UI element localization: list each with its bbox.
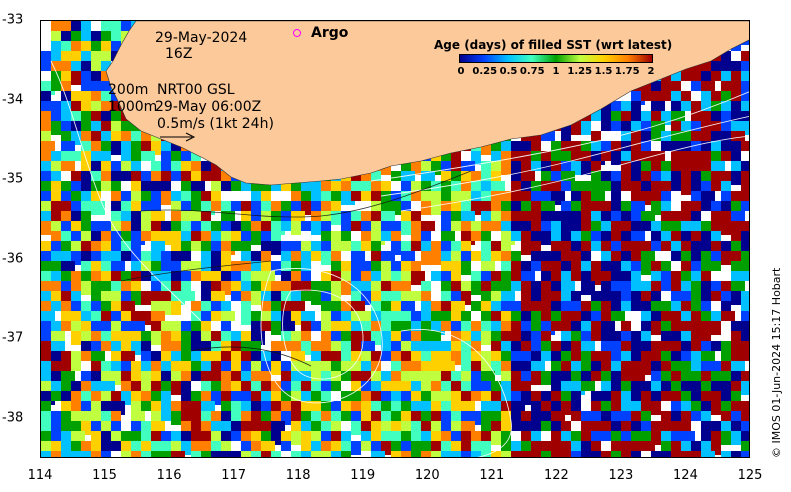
colorbar-tick-label: 0.75 bbox=[519, 66, 545, 77]
x-tick-label: 116 bbox=[156, 468, 182, 483]
y-tick-label: -35 bbox=[2, 171, 24, 187]
x-tick-label: 122 bbox=[543, 468, 569, 483]
time-label: 16Z bbox=[165, 46, 193, 62]
x-tick-label: 118 bbox=[285, 468, 311, 483]
colorbar-tick-label: 1.75 bbox=[614, 66, 640, 77]
colorbar-tick-label: 1.5 bbox=[594, 66, 613, 77]
sst-map-canvas bbox=[41, 21, 749, 457]
credit-text: © IMOS 01-Jun-2024 15:17 Hobart bbox=[770, 267, 783, 458]
product-time-label: 29-May 06:00Z bbox=[155, 99, 262, 115]
y-tick-label: -36 bbox=[2, 251, 24, 266]
velocity-scale-label: 0.5m/s (1kt 24h) bbox=[157, 116, 274, 132]
argo-float-marker bbox=[293, 29, 301, 37]
argo-label: Argo bbox=[311, 25, 349, 41]
x-tick-label: 121 bbox=[479, 468, 505, 483]
legend-title: Age (days) of filled SST (wrt latest) bbox=[434, 38, 673, 52]
y-tick-label: -37 bbox=[2, 330, 24, 346]
colorbar-tick-label: 0 bbox=[457, 66, 465, 77]
colorbar-tick-label: 2 bbox=[647, 66, 655, 77]
y-tick-label: -38 bbox=[2, 410, 24, 425]
age-colorbar bbox=[459, 54, 653, 63]
colorbar-tick-label: 1.25 bbox=[567, 66, 593, 77]
date-label: 29-May-2024 bbox=[155, 30, 248, 46]
velocity-scale-arrow-icon bbox=[160, 132, 196, 142]
y-tick-label: -34 bbox=[2, 92, 24, 107]
x-tick-label: 124 bbox=[673, 468, 698, 483]
colorbar-tick-label: 0.25 bbox=[472, 66, 498, 77]
y-tick-label: -33 bbox=[2, 12, 24, 28]
x-tick-label: 119 bbox=[350, 468, 376, 483]
colorbar-tick-label: 0.5 bbox=[499, 66, 518, 77]
product-label: NRT00 GSL bbox=[157, 82, 235, 98]
sst-age-map bbox=[40, 20, 750, 458]
x-tick-label: 117 bbox=[221, 468, 247, 483]
x-tick-label: 120 bbox=[414, 468, 440, 483]
depth-contour-label: 200m 1000m bbox=[108, 82, 158, 115]
x-tick-label: 123 bbox=[608, 468, 634, 483]
x-tick-label: 114 bbox=[27, 468, 53, 483]
x-tick-label: 115 bbox=[92, 468, 117, 483]
colorbar-tick-label: 1 bbox=[552, 66, 560, 77]
x-tick-label: 125 bbox=[737, 468, 763, 483]
